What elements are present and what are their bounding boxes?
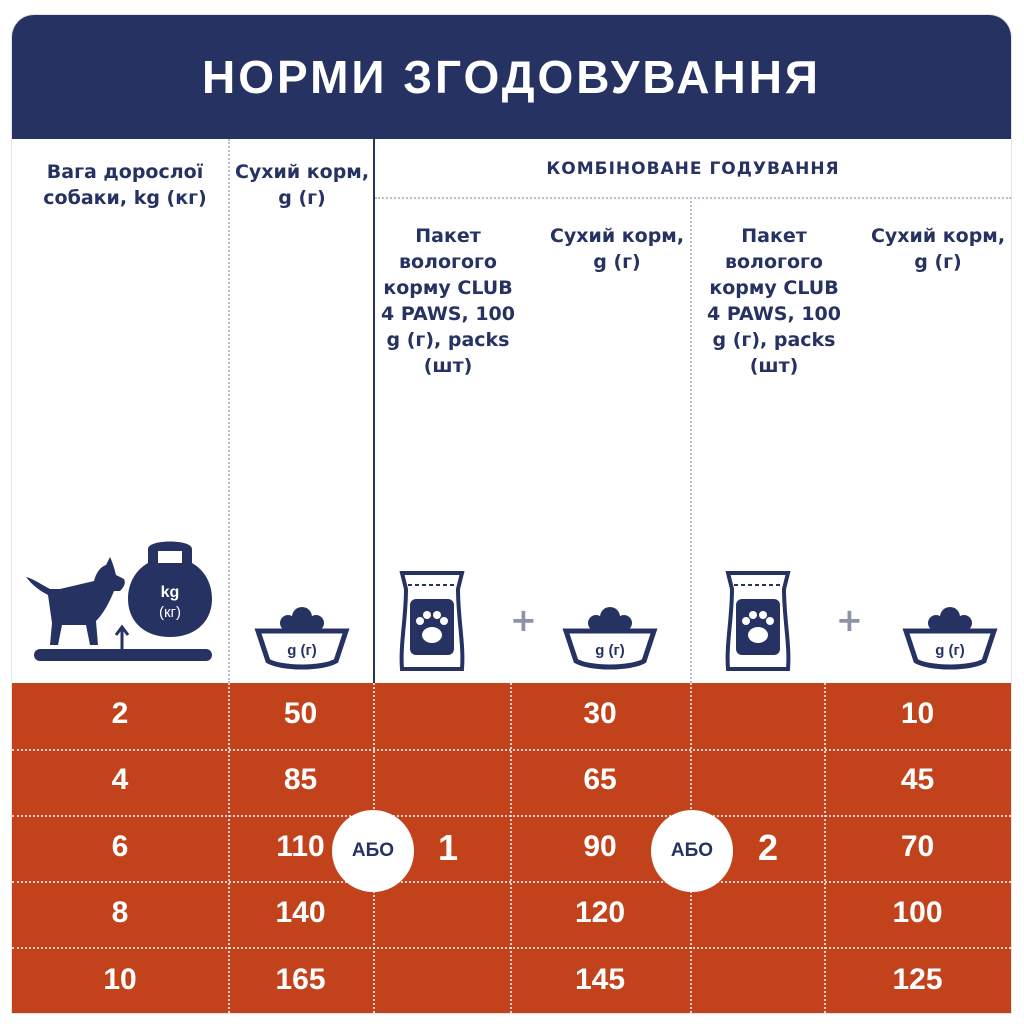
bowl-label: g (г)	[595, 642, 625, 659]
dry1-cell: 65	[583, 763, 617, 796]
weight-cell: 2	[111, 697, 129, 730]
bowl-label: g (г)	[935, 642, 965, 659]
pack-count-2: 2	[758, 827, 779, 868]
weight-cell: 10	[103, 963, 137, 996]
table-header: Вага дорослої собаки, kg (кг) Сухий корм…	[12, 139, 1011, 683]
feeding-table: НОРМИ ЗГОДОВУВАННЯ Вага дорослої собаки,…	[12, 15, 1011, 1013]
pouch-icon	[725, 571, 791, 671]
weight-cell: 6	[111, 830, 129, 863]
dry2-cell: 10	[900, 697, 935, 730]
header-bar: НОРМИ ЗГОДОВУВАННЯ	[12, 15, 1011, 139]
table-body: 2 50 30 10 4 85 65 45 6 110 90 70 8 140 …	[12, 683, 1011, 1013]
combined-feeding-title: КОМБІНОВАНЕ ГОДУВАННЯ	[546, 159, 840, 179]
dry2-cell: 45	[900, 763, 935, 796]
weight-cell: 8	[111, 896, 129, 929]
divider	[375, 197, 1011, 199]
bowl-label: g (г)	[287, 642, 317, 659]
pack-count-1: 1	[438, 827, 459, 868]
dry2-cell: 70	[900, 830, 935, 863]
col-dry-title: Сухий корм, g (г)	[234, 161, 370, 209]
dry1-cell: 120	[574, 896, 626, 929]
col-divider	[228, 683, 230, 1013]
pouch-icon	[399, 571, 465, 671]
kettlebell-sublabel: (кг)	[159, 604, 181, 621]
col-divider	[510, 683, 512, 1013]
or-badge: АБО	[651, 810, 733, 892]
bowl-icon: g (г)	[562, 607, 658, 670]
dry1-cell: 30	[583, 697, 617, 730]
dry2-cell: 100	[892, 896, 943, 929]
col-dry1-title: Сухий корм, g (г)	[549, 225, 685, 273]
dry-cell: 85	[283, 763, 318, 796]
plus-icon: +	[836, 601, 863, 639]
plus-icon: +	[510, 601, 537, 639]
dry2-cell: 125	[892, 963, 943, 996]
dry-cell: 140	[275, 896, 326, 929]
page-title: НОРМИ ЗГОДОВУВАННЯ	[202, 51, 821, 103]
dry-cell: 165	[275, 963, 326, 996]
dry1-cell: 90	[583, 830, 617, 863]
weight-cell: 4	[111, 763, 129, 796]
divider	[228, 139, 230, 683]
kettlebell-label: kg	[161, 584, 180, 601]
divider	[373, 139, 375, 683]
col-weight-title: Вага дорослої собаки, kg (кг)	[43, 161, 207, 209]
bowl-icon: g (г)	[902, 607, 998, 670]
col-dry2-title: Сухий корм, g (г)	[870, 225, 1006, 273]
or-badge: АБО	[332, 810, 414, 892]
dog-icon: kg (кг)	[26, 541, 212, 661]
col-divider	[824, 683, 826, 1013]
dry1-cell: 145	[574, 963, 626, 996]
col-pack1-title: Пакет вологого корму CLUB 4 PAWS, 100 g …	[380, 225, 515, 377]
dry-cell: 110	[276, 830, 325, 863]
col-pack2-title: Пакет вологого корму CLUB 4 PAWS, 100 g …	[706, 225, 841, 377]
divider	[690, 197, 692, 683]
dry-cell: 50	[283, 697, 318, 730]
bowl-icon: g (г)	[254, 607, 350, 670]
